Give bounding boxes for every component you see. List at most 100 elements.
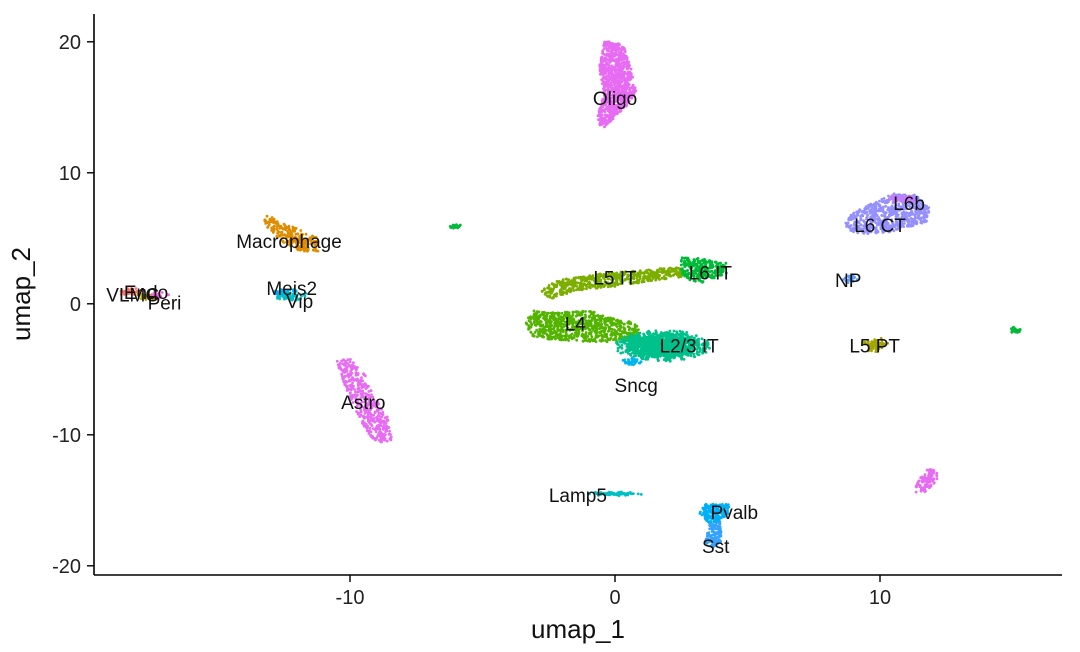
data-point	[361, 415, 365, 418]
data-point	[702, 272, 706, 276]
data-point	[714, 271, 717, 275]
data-point	[649, 269, 653, 273]
data-point	[607, 40, 611, 44]
data-point	[626, 277, 630, 281]
data-point	[286, 235, 289, 239]
data-point	[561, 279, 565, 283]
data-point	[683, 269, 687, 273]
data-point	[628, 92, 632, 96]
data-point	[364, 410, 368, 413]
data-point	[564, 324, 568, 327]
data-point	[389, 435, 393, 439]
data-point	[284, 294, 288, 298]
data-point	[288, 234, 292, 238]
data-point	[282, 291, 285, 295]
data-point	[630, 363, 633, 366]
data-point	[620, 86, 624, 90]
data-point	[144, 298, 148, 301]
data-point	[529, 315, 532, 318]
data-point	[559, 329, 563, 333]
data-point	[622, 60, 626, 64]
data-point	[663, 357, 667, 361]
data-point	[625, 61, 629, 65]
data-point	[550, 337, 554, 341]
data-point	[364, 387, 368, 390]
data-point	[356, 372, 360, 375]
data-point	[588, 340, 592, 343]
data-point	[612, 99, 616, 102]
data-point	[636, 272, 639, 275]
data-point	[372, 413, 375, 417]
data-point	[602, 93, 606, 97]
data-point	[704, 275, 708, 279]
data-point	[275, 225, 279, 229]
data-point	[602, 335, 606, 339]
data-point	[642, 332, 645, 336]
data-point	[376, 400, 379, 403]
data-point	[559, 315, 563, 318]
data-point	[315, 239, 318, 243]
data-point	[280, 288, 283, 291]
data-point	[282, 222, 286, 226]
data-point	[600, 55, 604, 59]
data-point	[586, 335, 590, 338]
data-point	[692, 272, 695, 276]
data-point	[610, 73, 614, 77]
data-point	[612, 272, 615, 275]
data-point	[551, 296, 554, 300]
data-point	[686, 259, 690, 263]
data-point	[525, 322, 528, 326]
data-point	[346, 362, 350, 365]
data-point	[680, 267, 684, 271]
data-point	[615, 319, 618, 323]
data-point	[594, 340, 598, 343]
data-point	[611, 111, 615, 115]
data-point	[645, 355, 648, 359]
data-point	[601, 76, 605, 80]
data-point	[159, 295, 163, 299]
data-point	[598, 276, 601, 279]
data-point	[645, 331, 649, 334]
data-point	[581, 285, 584, 288]
data-point	[696, 273, 700, 277]
data-point	[602, 326, 606, 330]
data-point	[620, 80, 624, 84]
data-point	[654, 278, 658, 282]
data-point	[617, 90, 620, 93]
data-point	[137, 291, 140, 295]
data-point	[623, 335, 626, 338]
data-point	[602, 58, 606, 62]
data-point	[613, 328, 616, 332]
data-point	[287, 227, 291, 231]
data-point	[369, 408, 372, 412]
data-point	[624, 103, 628, 107]
data-point	[623, 322, 626, 326]
data-point	[345, 385, 349, 389]
data-point	[624, 90, 628, 93]
data-point	[613, 334, 617, 337]
data-point	[351, 376, 354, 379]
data-point	[613, 83, 616, 87]
data-point	[351, 393, 354, 397]
data-point	[536, 335, 539, 339]
data-point	[296, 243, 299, 246]
data-point	[530, 323, 534, 327]
data-point	[607, 53, 610, 57]
data-point	[360, 395, 364, 399]
data-point	[360, 386, 364, 389]
data-point	[355, 406, 359, 409]
data-point	[627, 342, 631, 346]
data-point	[656, 268, 660, 272]
data-point	[309, 242, 312, 246]
cluster-peri	[148, 291, 171, 300]
data-point	[606, 273, 610, 277]
data-point	[368, 422, 372, 425]
data-point	[621, 106, 624, 110]
data-point	[702, 269, 706, 273]
data-point	[652, 336, 656, 340]
data-point	[587, 281, 591, 285]
data-point	[361, 389, 364, 393]
data-point	[351, 381, 354, 385]
data-point	[140, 297, 143, 300]
